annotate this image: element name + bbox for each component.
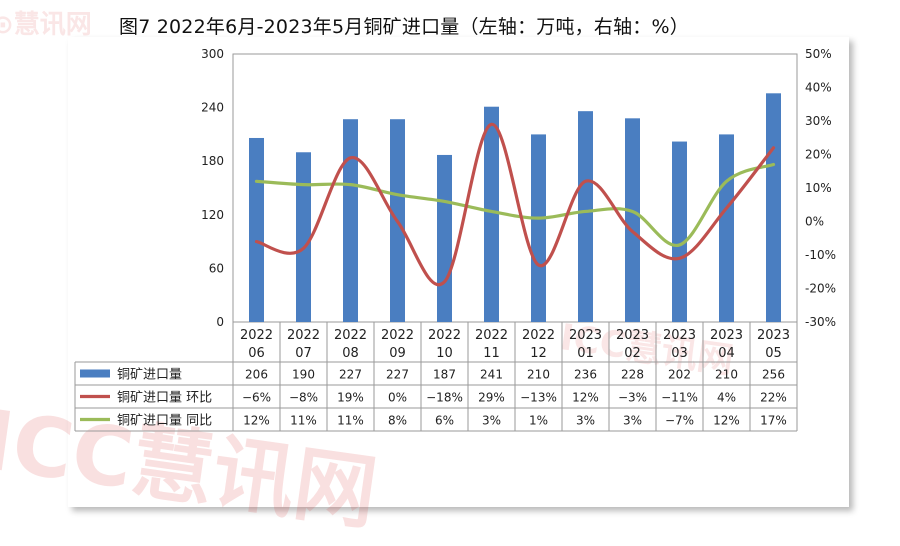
x-axis-category-year: 2022 (240, 328, 273, 343)
table-value-cell: 22% (760, 391, 787, 405)
x-axis-category-month: 04 (718, 346, 735, 361)
table-value-cell: 3% (576, 414, 595, 428)
x-axis-category-year: 2023 (757, 328, 790, 343)
table-value-cell: 3% (482, 414, 501, 428)
bar-import-volume (296, 152, 311, 322)
line-mom-series (254, 122, 776, 287)
table-value-cell: −11% (661, 391, 698, 405)
x-axis-category-month: 01 (577, 346, 594, 361)
right-axis-tick-label: 30% (805, 114, 832, 128)
chart-title: 图7 2022年6月-2023年5月铜矿进口量（左轴：万吨，右轴：%） (119, 16, 689, 38)
x-axis-category-month: 12 (530, 346, 547, 361)
table-value-cell: 4% (717, 391, 736, 405)
table-value-cell: 19% (337, 391, 364, 405)
table-value-cell: 29% (478, 391, 505, 405)
right-axis-tick-label: 10% (805, 181, 832, 195)
table-value-cell: 3% (623, 414, 642, 428)
table-value-cell: 12% (713, 414, 740, 428)
x-axis-category-year: 2022 (334, 328, 367, 343)
table-value-cell: 227 (386, 368, 409, 382)
left-axis-tick-label: 0 (216, 315, 224, 329)
table-value-cell: 190 (292, 368, 315, 382)
bar-import-volume (484, 106, 499, 322)
x-axis-category-year: 2022 (381, 328, 414, 343)
chart-panel (68, 37, 849, 507)
bar-import-volume (249, 137, 264, 322)
bar-import-volume (719, 134, 734, 322)
bar-import-volume (672, 141, 687, 322)
right-axis-tick-label: 50% (805, 47, 832, 61)
legend-label: 铜矿进口量 (117, 368, 182, 383)
table-value-cell: 8% (388, 414, 407, 428)
table-value-cell: 210 (527, 368, 550, 382)
legend-label: 铜矿进口量 环比 (117, 391, 212, 406)
table-value-cell: 0% (388, 391, 407, 405)
right-axis-tick-label: 0% (805, 215, 824, 229)
table-value-cell: 210 (715, 368, 738, 382)
bar-import-volume (437, 154, 452, 322)
legend-label: 铜矿进口量 同比 (117, 414, 212, 429)
right-axis-tick-label: -30% (805, 315, 836, 329)
table-value-cell: −7% (665, 414, 694, 428)
table-value-cell: 17% (760, 414, 787, 428)
bar-import-volume (531, 134, 546, 322)
x-axis-category-year: 2023 (663, 328, 696, 343)
bar-import-volume (625, 118, 640, 322)
x-axis-category-year: 2023 (569, 328, 602, 343)
bar-import-volume (343, 119, 358, 322)
table-value-cell: 11% (290, 414, 317, 428)
table-value-cell: 227 (339, 368, 362, 382)
x-axis-category-month: 08 (342, 346, 359, 361)
right-axis-tick-label: -10% (805, 248, 836, 262)
x-axis-category-year: 2022 (475, 328, 508, 343)
x-axis-category-month: 07 (295, 346, 312, 361)
table-value-cell: −13% (520, 391, 557, 405)
left-axis-tick-label: 60 (209, 261, 224, 275)
left-axis-tick-label: 240 (201, 101, 224, 115)
x-axis-category-month: 02 (624, 346, 641, 361)
right-axis-tick-label: 40% (805, 81, 832, 95)
table-value-cell: 241 (480, 368, 503, 382)
x-axis-category-year: 2023 (616, 328, 649, 343)
table-value-cell: −3% (618, 391, 647, 405)
table-value-cell: 256 (762, 368, 785, 382)
x-axis-category-month: 03 (671, 346, 688, 361)
table-value-cell: 6% (435, 414, 454, 428)
right-axis-tick-label: 20% (805, 148, 832, 162)
x-axis-category-month: 10 (436, 346, 453, 361)
legend-key-bar (80, 369, 110, 378)
table-value-cell: −18% (426, 391, 463, 405)
bar-import-volume (578, 111, 593, 322)
left-axis-tick-label: 300 (201, 47, 224, 61)
chart-svg: 060120180240300-30%-20%-10%0%10%20%30%40… (74, 47, 836, 432)
right-axis-tick-label: -20% (805, 282, 836, 296)
table-value-cell: 228 (621, 368, 644, 382)
table-value-cell: 12% (243, 414, 270, 428)
table-value-cell: −6% (242, 391, 271, 405)
line-yoy-series (254, 162, 776, 247)
x-axis-category-month: 05 (765, 346, 782, 361)
x-axis-category-year: 2023 (710, 328, 743, 343)
table-value-cell: 206 (245, 368, 268, 382)
x-axis-category-month: 11 (483, 346, 500, 361)
table-value-cell: −8% (289, 391, 318, 405)
table-value-cell: 1% (529, 414, 548, 428)
table-value-cell: 187 (433, 368, 456, 382)
table-value-cell: 11% (337, 414, 364, 428)
bar-import-volume (766, 93, 781, 322)
left-axis-tick-label: 180 (201, 154, 224, 168)
x-axis-category-year: 2022 (522, 328, 555, 343)
table-value-cell: 12% (572, 391, 599, 405)
x-axis-category-year: 2022 (287, 328, 320, 343)
table-value-cell: 236 (574, 368, 597, 382)
left-axis-tick-label: 120 (201, 208, 224, 222)
x-axis-category-month: 06 (248, 346, 265, 361)
x-axis-category-year: 2022 (428, 328, 461, 343)
x-axis-category-month: 09 (389, 346, 406, 361)
table-value-cell: 202 (668, 368, 691, 382)
